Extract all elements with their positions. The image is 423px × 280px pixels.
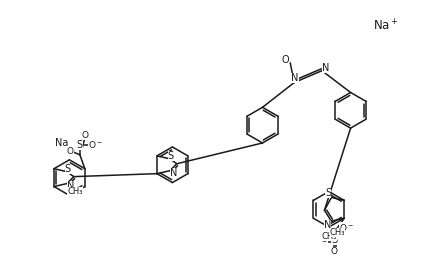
Text: S: S bbox=[77, 140, 83, 150]
Text: O: O bbox=[81, 130, 88, 139]
Text: O: O bbox=[321, 235, 328, 244]
Text: N: N bbox=[322, 63, 330, 73]
Text: CH₃: CH₃ bbox=[330, 228, 346, 237]
Text: O: O bbox=[66, 147, 74, 157]
Text: S: S bbox=[331, 235, 338, 245]
Text: CH₃: CH₃ bbox=[321, 232, 337, 241]
Text: S: S bbox=[65, 164, 71, 174]
Text: O$^-$: O$^-$ bbox=[88, 139, 103, 150]
Text: S: S bbox=[168, 151, 174, 161]
Text: S: S bbox=[325, 188, 332, 199]
Text: CH₃: CH₃ bbox=[67, 187, 83, 196]
Text: Na: Na bbox=[55, 138, 69, 148]
Text: N: N bbox=[291, 73, 299, 83]
Text: O: O bbox=[281, 55, 289, 65]
Text: N: N bbox=[67, 181, 74, 191]
Text: N: N bbox=[170, 168, 178, 178]
Text: N: N bbox=[324, 220, 331, 230]
Text: O$^-$: O$^-$ bbox=[339, 222, 354, 233]
Text: O: O bbox=[331, 247, 338, 256]
Text: Na$^+$: Na$^+$ bbox=[374, 18, 399, 34]
